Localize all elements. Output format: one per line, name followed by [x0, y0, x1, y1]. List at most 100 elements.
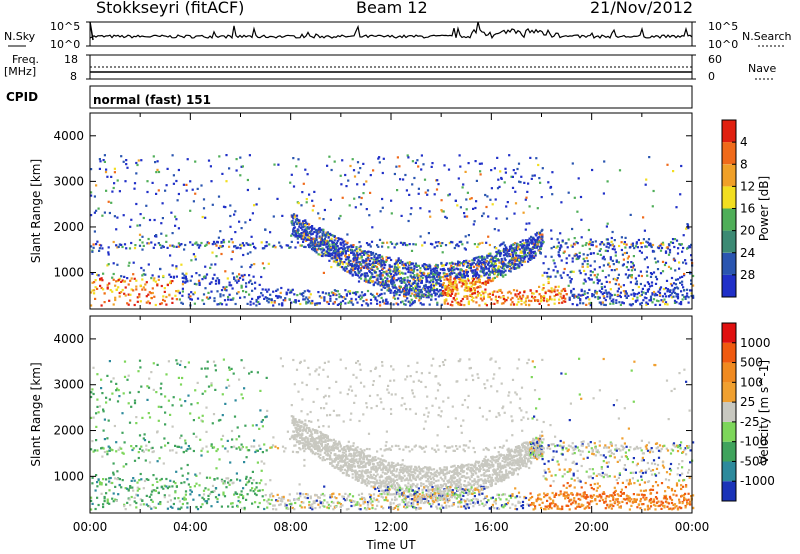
echo-cell: [526, 503, 529, 506]
echo-cell: [223, 482, 227, 485]
echo-cell: [320, 238, 323, 242]
echo-cell: [327, 254, 330, 257]
echo-cell: [669, 267, 673, 270]
echo-cell: [267, 301, 270, 304]
echo-cell: [537, 497, 540, 500]
echo-cell: [241, 242, 244, 245]
echo-cell: [161, 217, 164, 220]
echo-cell: [574, 500, 577, 503]
echo-cell: [400, 280, 403, 283]
echo-cell: [378, 254, 381, 257]
echo-cell: [151, 489, 154, 492]
echo-cell: [553, 288, 556, 291]
echo-cell: [403, 279, 406, 282]
echo-cell: [460, 285, 463, 288]
echo-cell: [276, 197, 279, 200]
echo-cell: [379, 493, 382, 496]
echo-cell: [637, 285, 640, 289]
echo-cell: [497, 289, 501, 292]
echo-cell: [402, 178, 405, 181]
echo-cell: [413, 496, 416, 499]
echo-cell: [503, 250, 506, 253]
echo-cell: [202, 498, 206, 501]
echo-cell: [356, 252, 359, 255]
echo-cell: [165, 240, 168, 243]
echo-cell: [546, 275, 549, 278]
echo-cell: [440, 209, 443, 212]
echo-cell: [664, 287, 668, 290]
echo-cell: [615, 268, 618, 271]
echo-cell: [117, 278, 120, 282]
echo-cell: [433, 246, 436, 249]
echo-cell: [406, 244, 409, 247]
echo-cell: [116, 179, 119, 182]
echo-cell: [400, 291, 403, 294]
echo-cell: [465, 259, 468, 262]
echo-cell: [358, 276, 361, 279]
echo-cell: [421, 276, 424, 279]
echo-cell: [523, 247, 527, 250]
echo-cell: [318, 302, 321, 305]
nsky-label: N.Sky: [4, 30, 36, 43]
echo-cell: [349, 262, 352, 266]
echo-cell: [460, 262, 463, 265]
echo-cell: [400, 271, 403, 274]
echo-cell: [272, 508, 275, 511]
echo-cell: [347, 247, 350, 250]
echo-cell: [395, 293, 398, 296]
echo-cell: [105, 478, 108, 481]
echo-cell: [580, 503, 583, 506]
echo-cell: [209, 165, 212, 168]
echo-cell: [281, 214, 284, 217]
echo-cell: [124, 180, 127, 183]
echo-cell: [155, 192, 158, 195]
echo-cell: [506, 291, 510, 294]
echo-cell: [388, 256, 391, 259]
echo-cell: [538, 497, 541, 500]
echo-cell: [332, 251, 335, 254]
echo-cell: [665, 279, 669, 282]
echo-cell: [287, 288, 290, 291]
echo-cell: [336, 256, 339, 260]
echo-cell: [393, 246, 396, 249]
echo-cell: [258, 295, 261, 298]
echo-cell: [180, 506, 183, 509]
echo-cell: [276, 288, 279, 291]
echo-cell: [146, 190, 149, 194]
echo-cell: [257, 301, 260, 304]
echo-cell: [463, 283, 466, 286]
echo-cell: [358, 196, 361, 199]
echo-cell: [410, 505, 413, 508]
echo-cell: [195, 482, 198, 485]
echo-cell: [319, 230, 322, 234]
echo-cell: [565, 257, 568, 260]
echo-cell: [407, 266, 410, 269]
echo-cell: [420, 291, 423, 294]
echo-cell: [496, 187, 500, 190]
echo-cell: [404, 267, 407, 270]
echo-cell: [245, 483, 248, 486]
echo-cell: [692, 284, 695, 287]
echo-cell: [673, 286, 677, 290]
echo-cell: [389, 241, 392, 244]
echo-cell: [547, 303, 550, 307]
echo-cell: [129, 504, 132, 507]
echo-cell: [457, 276, 460, 279]
echo-cell: [90, 191, 93, 194]
echo-cell: [558, 254, 561, 257]
echo-cell: [302, 234, 305, 237]
echo-cell: [94, 297, 97, 300]
echo-cell: [324, 251, 327, 254]
echo-cell: [383, 271, 386, 274]
echo-cell: [440, 303, 443, 306]
echo-cell: [112, 240, 115, 244]
echo-cell: [427, 272, 430, 275]
echo-cell: [448, 262, 451, 265]
echo-cell: [127, 264, 130, 267]
echo-cell: [363, 507, 367, 510]
echo-cell: [460, 501, 463, 504]
echo-cell: [341, 196, 344, 199]
echo-cell: [440, 504, 443, 507]
echo-cell: [308, 300, 311, 303]
echo-cell: [299, 244, 302, 247]
